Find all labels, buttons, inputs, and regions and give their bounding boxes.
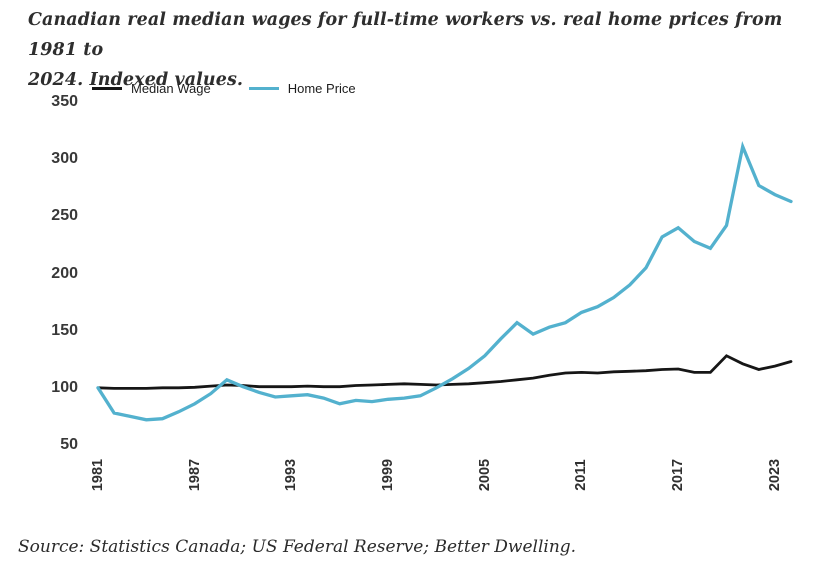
x-axis-tick-label: 2011 <box>573 459 590 491</box>
home-price-line-swatch <box>248 87 279 90</box>
x-axis-tick-label: 2023 <box>766 458 783 492</box>
y-axis-tick-label: 300 <box>51 150 78 168</box>
x-axis-tick-label: 1987 <box>186 458 203 492</box>
y-axis-tick-label: 100 <box>51 378 78 396</box>
chart-title-line-2: 2024. Indexed values. <box>28 70 244 90</box>
y-axis-tick-label: 350 <box>51 93 78 110</box>
y-axis-tick-label: 250 <box>51 207 78 225</box>
x-axis-tick-label: 2005 <box>476 458 493 492</box>
legend: Median Wage Home Price <box>92 81 356 96</box>
y-axis-tick-label: 200 <box>51 264 78 282</box>
legend-item-home-price: Home Price <box>248 81 356 96</box>
source-note: Source: Statistics Canada; US Federal Re… <box>18 537 577 557</box>
legend-item-median-wage: Median Wage <box>92 81 211 96</box>
legend-label-home-price: Home Price <box>287 81 356 96</box>
x-axis-tick-label: 1993 <box>283 458 300 492</box>
line-home-price <box>96 140 793 422</box>
x-axis-tick-label: 1981 <box>90 458 106 492</box>
y-axis-tick-label: 150 <box>51 321 78 339</box>
legend-label-median-wage: Median Wage <box>131 81 211 96</box>
x-axis-tick-label: 2017 <box>670 458 687 492</box>
y-axis-tick-label: 50 <box>60 436 78 453</box>
median-wage-line-swatch <box>92 87 122 90</box>
chart-title: Canadian real median wages for full-time… <box>28 5 831 95</box>
chart-title-line-1: Canadian real median wages for full-time… <box>28 10 783 60</box>
x-axis-tick-label: 1999 <box>380 458 397 492</box>
